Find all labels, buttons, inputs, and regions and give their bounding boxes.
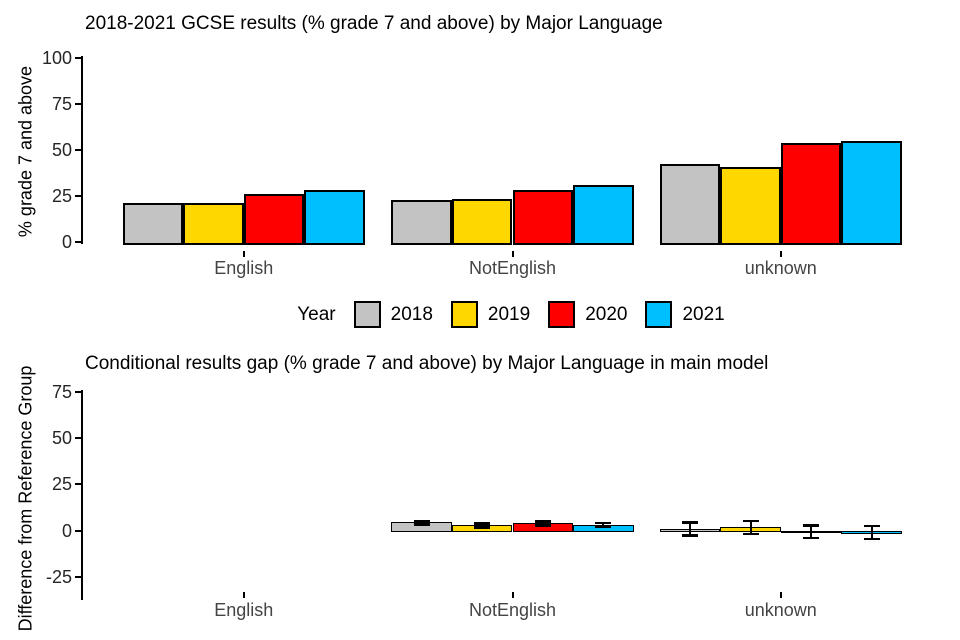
y-tick-mark [75,390,81,393]
legend-label-2018: 2018 [390,303,433,325]
error-bar-line-2021-NotEnglish [602,522,605,527]
error-bar-cap-bottom-2019-NotEnglish [474,526,491,529]
legend-swatch-2020 [548,301,576,328]
legend-swatch-2021 [645,301,673,328]
error-bar-cap-bottom-2020-unknown [803,536,820,540]
legend-entry-2021: 2021 [645,301,725,328]
error-bar-line-2019-NotEnglish [481,523,484,527]
x-category-label-NotEnglish: NotEnglish [468,258,557,278]
x-tick-mark-NotEnglish [511,251,514,257]
error-bar-line-2019-unknown [749,520,752,534]
top-chart-title: 2018-2021 GCSE results (% grade 7 and ab… [85,13,663,34]
x-tick-mark-unknown [779,592,782,598]
x-tick-mark-NotEnglish [511,592,514,598]
y-tick-mark [75,576,81,578]
error-bar-cap-bottom-2020-NotEnglish [534,524,551,527]
y-tick-label: 75 [51,94,72,115]
legend-label-2020: 2020 [585,303,628,325]
legend-items: 2018 2019 2020 2021 [353,301,725,328]
error-bar-cap-bottom-2019-unknown [742,532,759,535]
bar-2021-unknown [841,140,902,245]
bar-2020-unknown [780,142,842,245]
y-tick-label: 0 [61,231,72,252]
error-bar-cap-bottom-2018-NotEnglish [413,523,430,526]
error-bar-line-2020-NotEnglish [541,521,544,526]
error-bar-line-2020-unknown [810,525,813,538]
bottom-chart-y-axis-line [81,390,83,600]
y-tick-label: 0 [61,520,72,541]
y-tick-label: 50 [51,140,72,160]
y-tick-mark [75,149,81,151]
x-category-label-NotEnglish: NotEnglish [468,600,557,620]
error-bar-line-2021-unknown [870,525,873,539]
y-tick-label: 25 [51,185,72,206]
error-bar-cap-top-2018-unknown [681,521,698,524]
y-tick-mark [75,483,81,486]
legend-swatch-2019 [450,301,478,328]
error-bar-cap-top-2019-unknown [742,519,759,522]
bar-2019-unknown [720,166,781,245]
bar-2021-English [304,190,365,245]
error-bar-cap-top-2021-NotEnglish [595,521,612,525]
error-bar-cap-bottom-2021-NotEnglish [595,525,612,528]
bar-2020-NotEnglish [512,190,574,245]
y-tick-label: -25 [45,567,72,587]
y-tick-mark [75,529,81,532]
bar-2020-English [243,194,305,245]
bottom-chart-title: Conditional results gap (% grade 7 and a… [85,353,769,374]
x-category-label-English: English [214,600,274,620]
y-tick-label: 50 [51,428,72,448]
legend-title: Year [297,303,336,325]
x-tick-mark-unknown [779,251,782,257]
y-tick-label: 75 [51,381,72,402]
bar-2021-NotEnglish [573,184,634,245]
error-bar-cap-top-2020-unknown [803,524,820,527]
y-tick-mark [75,57,81,60]
bar-2019-English [183,203,244,245]
y-tick-mark [75,437,81,439]
legend-swatch-2018 [353,301,381,328]
error-bar-cap-top-2020-NotEnglish [534,520,551,523]
bar-2018-NotEnglish [391,199,452,245]
x-category-label-English: English [214,258,274,278]
legend-label-2021: 2021 [682,303,725,325]
legend-entry-2020: 2020 [548,301,627,328]
y-tick-mark [75,103,81,106]
legend-label-2019: 2019 [487,303,531,325]
y-tick-label: 100 [41,48,72,69]
bar-2018-unknown [659,163,721,245]
legend-entry-2019: 2019 [450,301,531,328]
bar-2019-NotEnglish [451,198,513,245]
bar-2018-English [122,203,184,245]
error-bar-cap-top-2021-unknown [863,524,880,527]
x-category-label-unknown: unknown [744,258,817,278]
error-bar-line-2018-unknown [688,522,691,535]
error-bar-cap-top-2018-NotEnglish [413,519,430,522]
error-bar-line-2018-NotEnglish [420,520,423,525]
error-bar-cap-bottom-2018-unknown [681,534,698,537]
x-tick-mark-English [242,251,245,257]
y-tick-label: 25 [51,474,72,495]
top-chart-y-axis-line [81,56,83,244]
legend: Year 2018 2019 2020 2021 [62,301,960,328]
x-tick-mark-English [242,592,245,598]
legend-entry-2018: 2018 [353,301,433,328]
error-bar-cap-bottom-2021-unknown [863,537,880,541]
y-tick-mark [75,240,81,243]
x-category-label-unknown: unknown [744,600,817,620]
y-tick-mark [75,194,81,197]
error-bar-cap-top-2019-NotEnglish [474,522,491,525]
